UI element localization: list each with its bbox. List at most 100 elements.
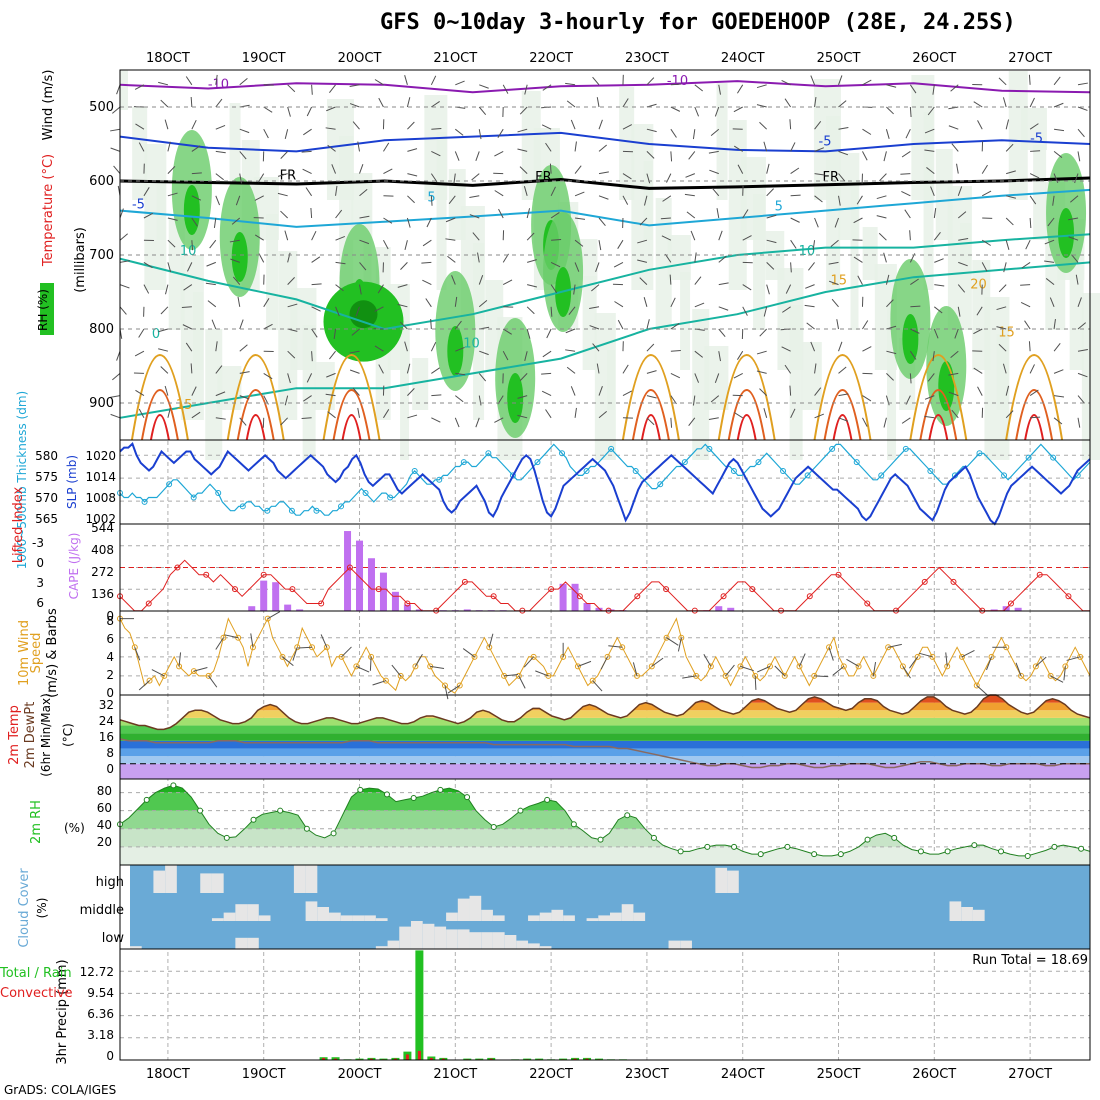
wind-barb	[229, 239, 240, 243]
wind-barb	[1077, 151, 1081, 162]
wind-barb	[542, 350, 552, 358]
wind-barb	[119, 233, 128, 241]
rh-marker	[864, 836, 871, 843]
wind-barb	[287, 277, 295, 285]
wind-barb	[733, 145, 743, 152]
wind-speed-line-marker	[294, 644, 301, 651]
wind-speed-line-marker	[190, 668, 197, 675]
rh-shade	[826, 116, 841, 290]
wind-barb-10m	[1066, 656, 1081, 661]
cape-bar	[463, 609, 471, 611]
wind-barb	[596, 97, 600, 108]
rh-marker	[303, 825, 310, 832]
wind-speed-line-marker	[338, 653, 345, 660]
cloud-bar-middle	[610, 912, 622, 921]
cloud-bar-high	[727, 870, 739, 893]
rh-marker	[170, 782, 177, 789]
wind-barb	[973, 367, 983, 374]
cape-tick-label: 136	[91, 587, 114, 601]
lifted-index-line-marker	[749, 586, 756, 593]
wind-barb-10m	[462, 648, 475, 658]
wind-barb	[191, 195, 202, 201]
wind-barb	[598, 386, 603, 396]
isotherm-label: FR	[535, 170, 552, 185]
wind-barb	[784, 98, 792, 108]
wind-axis-label-2: Speed	[29, 633, 44, 674]
rh-core-inner	[902, 314, 919, 364]
wind-barb-10m	[832, 665, 845, 676]
wind-tick-label: 8	[106, 614, 114, 628]
wind-barb	[790, 239, 797, 249]
wind-barb	[422, 279, 432, 286]
cloud-bar-low	[492, 932, 505, 949]
wind-barb	[646, 128, 657, 133]
cloud-bar-high	[165, 865, 177, 893]
isotherm-25-arc	[140, 389, 179, 441]
lifted-index-line-marker	[634, 593, 641, 600]
wind-barb	[756, 350, 767, 355]
cloud-bar-middle	[598, 915, 610, 921]
wind-barb-10m	[298, 646, 313, 649]
wind-barb	[737, 164, 744, 174]
wind-barb	[905, 128, 911, 139]
precip-convective-bar	[369, 1058, 373, 1060]
wind-speed-line-marker	[1018, 672, 1025, 679]
cloud-bar-high	[293, 865, 306, 893]
wind-barb	[335, 185, 338, 196]
wind-barb	[790, 142, 796, 152]
wind-barb	[690, 230, 696, 241]
thickness-line-marker	[288, 507, 295, 514]
wind-barb	[110, 147, 121, 152]
temp-band	[120, 748, 1090, 757]
wind-barb	[790, 194, 801, 197]
wind-barb-10m	[754, 675, 757, 690]
wind-barb	[112, 106, 121, 114]
wind-barb	[331, 164, 337, 174]
wind-barb	[377, 284, 384, 294]
wind-barb	[977, 120, 983, 130]
wind-barb	[134, 350, 145, 357]
wind-barb-10m	[945, 652, 948, 667]
wind-barb	[431, 150, 441, 157]
top-date-label: 22OCT	[529, 51, 573, 66]
cape-bar	[403, 604, 411, 611]
wind-barb-10m	[282, 656, 294, 667]
wind-barb	[517, 148, 528, 152]
thickness-line-marker	[853, 459, 860, 466]
wind-barb	[287, 252, 291, 263]
lifted-index-line-marker	[835, 571, 842, 578]
cloud-bar-high	[715, 867, 728, 893]
wind-barb	[209, 239, 217, 249]
wind-speed-line-marker	[323, 644, 330, 651]
bottom-date-label: 21OCT	[433, 1067, 477, 1082]
wind-barb	[670, 297, 676, 308]
wind-barb	[694, 373, 700, 383]
wind-barb-10m	[976, 685, 988, 696]
wind-speed-line-marker	[958, 653, 965, 660]
wind-barb	[311, 351, 313, 362]
wind-barb	[766, 214, 777, 219]
isotherm-30-arc	[1024, 414, 1045, 441]
cloud-bar-low	[387, 940, 400, 949]
wind-barb	[349, 369, 360, 374]
wind-barb-10m	[666, 637, 679, 646]
cloud-bar-low	[528, 943, 540, 949]
wind-speed-line-marker	[486, 644, 493, 651]
wind-barb	[374, 79, 384, 86]
rh-shade	[594, 313, 616, 460]
wind-barb	[950, 350, 959, 359]
wind-barb	[430, 318, 432, 330]
isotherm-20-arc	[813, 354, 872, 441]
isotherm-15	[119, 261, 1091, 419]
wind-barb	[1029, 364, 1035, 374]
cloud-bar-middle	[235, 904, 248, 921]
wind-barb-10m	[961, 650, 975, 658]
thickness-line-marker	[239, 503, 246, 510]
wind-barb	[926, 167, 935, 174]
wind-barb	[469, 214, 480, 219]
precip-convective-bar	[405, 1054, 409, 1060]
isotherm-label: 20	[970, 277, 987, 292]
cloud-bar-middle	[258, 915, 271, 921]
cloud-bar-middle	[563, 915, 575, 921]
cloud-bar-low	[375, 946, 388, 949]
